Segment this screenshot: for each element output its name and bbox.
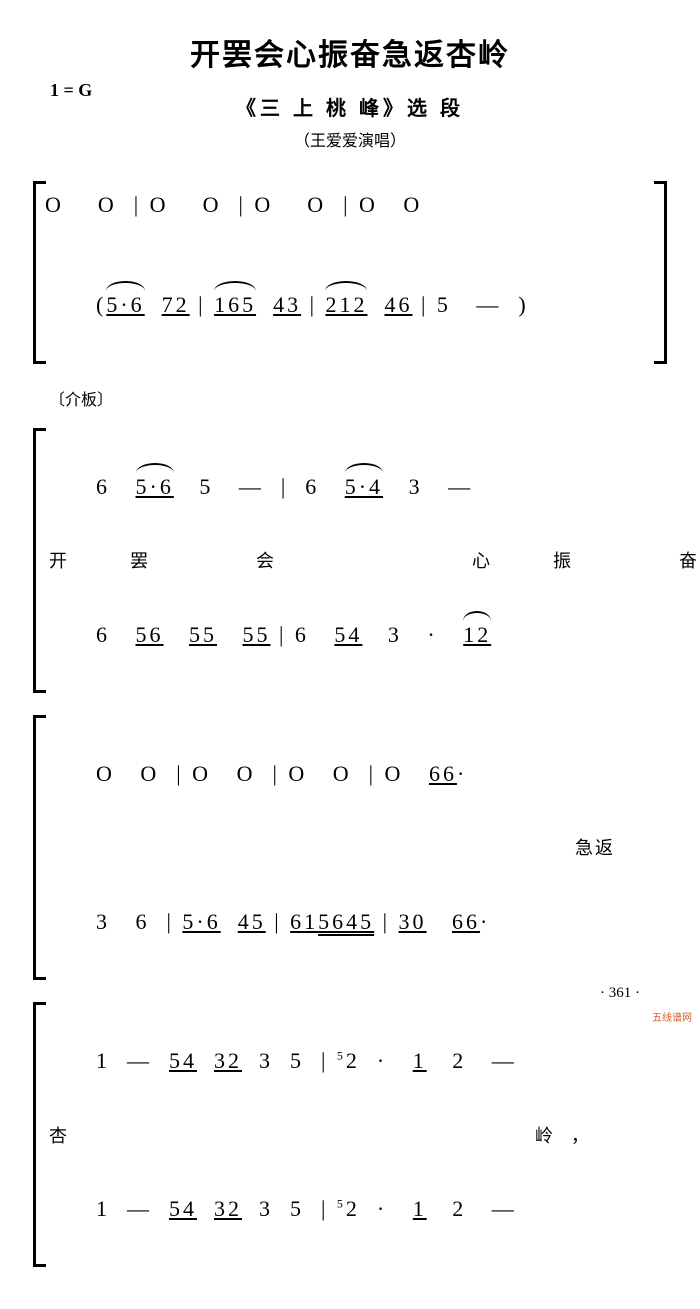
accomp-line-1: (5·6 72 | 165 43 | 212 46 | 5 — ) — [45, 246, 655, 364]
bracket-right-icon — [654, 181, 667, 364]
accomp-line-2: 6 56 55 55 | 6 54 3 · 12 — [45, 575, 655, 693]
voice-line-1: O O | O O | O O | O O — [45, 181, 655, 228]
accomp-line-4: 1 — 54 32 3 5 | 52 · 1 2 — — [45, 1150, 655, 1268]
voice-line-2: 6 5·6 5 — | 6 5·4 3 — — [45, 428, 655, 546]
music-system-1: O O | O O | O O | O O (5·6 72 | 165 43 |… — [45, 181, 655, 364]
music-system-3: O O | O O | O O | O 66· 急返 3 6 | 5·6 45 … — [45, 715, 655, 980]
page-number: · 361 · — [600, 985, 640, 1002]
voice-line-4: 1 — 54 32 3 5 | 52 · 1 2 — — [45, 1002, 655, 1120]
voice-line-3: O O | O O | O O | O 66· — [45, 715, 655, 833]
music-system-2: 6 5·6 5 — | 6 5·4 3 — 开 罢 会 心 振 奋 6 56 5… — [45, 428, 655, 693]
lyrics-line-2: 开 罢 会 心 振 奋 — [45, 545, 655, 575]
bracket-left-icon — [33, 428, 46, 693]
performer-credit: （王爱爱演唱） — [45, 127, 655, 151]
score-title: 开罢会心振奋急返杏岭 — [45, 30, 655, 74]
key-signature: 1 = G — [50, 80, 92, 101]
bracket-left-icon — [33, 715, 46, 980]
bracket-left-icon — [33, 1002, 46, 1267]
lyrics-line-4: 杏 岭， — [45, 1120, 655, 1150]
music-system-4: 1 — 54 32 3 5 | 52 · 1 2 — 杏 岭， 1 — 54 3… — [45, 1002, 655, 1267]
watermark: 五线谱网 — [652, 1009, 692, 1024]
section-marker: 〔介板〕 — [49, 386, 655, 410]
score-subtitle: 《三 上 桃 峰》选 段 — [45, 92, 655, 121]
bracket-left-icon — [33, 181, 46, 364]
accomp-line-3: 3 6 | 5·6 45 | 615645 | 30 66· — [45, 862, 655, 980]
lyrics-line-3: 急返 — [45, 832, 655, 862]
